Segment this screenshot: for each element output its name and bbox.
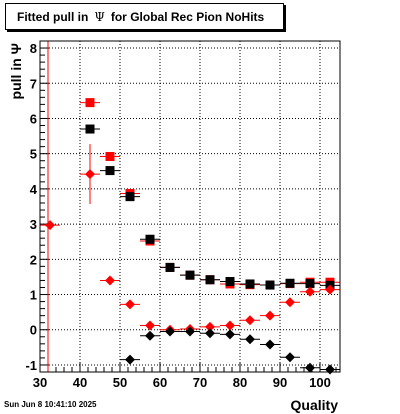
chart-title-prefix: Fitted pull in xyxy=(17,10,89,24)
x-tick-label: 100 xyxy=(309,375,331,390)
data-point-diamond xyxy=(105,275,115,286)
data-point-diamond xyxy=(305,362,315,373)
data-point-square xyxy=(285,278,295,288)
y-tick-label: 7 xyxy=(30,76,37,91)
data-point-square xyxy=(105,151,115,161)
plot-area xyxy=(40,41,340,372)
x-tick-label: 30 xyxy=(33,375,47,390)
data-point-square xyxy=(85,98,95,108)
data-point-square xyxy=(85,124,95,134)
y-tick-label: 2 xyxy=(30,252,37,267)
data-point-square xyxy=(185,270,195,280)
data-point-diamond xyxy=(265,339,275,350)
data-point-diamond xyxy=(325,284,335,295)
chart-title-suffix: for Global Rec Pion NoHits xyxy=(110,10,265,24)
x-axis-label: Quality xyxy=(291,397,339,413)
y-tick-label: 1 xyxy=(30,288,37,303)
data-point-square xyxy=(125,192,135,202)
y-tick-label: 3 xyxy=(30,217,37,232)
data-point-square xyxy=(305,279,315,289)
data-point-diamond xyxy=(285,297,295,308)
x-tick-label: 50 xyxy=(113,375,127,390)
data-point-diamond xyxy=(165,326,175,337)
data-point-diamond xyxy=(265,310,275,321)
y-axis-label: pull in Ψ xyxy=(8,43,24,99)
x-tick-label: 90 xyxy=(273,375,287,390)
data-point-diamond xyxy=(145,320,155,331)
data-point-diamond xyxy=(245,334,255,345)
chart-title-psi-symbol: Ψ xyxy=(94,10,105,24)
y-tick-label: 0 xyxy=(30,323,37,338)
x-tick-label: 40 xyxy=(73,375,87,390)
data-point-diamond xyxy=(205,328,215,339)
data-point-diamond xyxy=(225,320,235,331)
data-point-diamond xyxy=(125,299,135,310)
data-point-diamond xyxy=(185,326,195,337)
data-point-diamond xyxy=(285,352,295,363)
data-point-square xyxy=(205,275,215,285)
data-point-diamond xyxy=(145,330,155,341)
y-tick-label: 5 xyxy=(30,147,37,162)
data-point-diamond xyxy=(205,321,215,332)
data-point-square xyxy=(245,279,255,289)
plot-frame xyxy=(39,40,341,373)
y-tick-label: 6 xyxy=(30,111,37,126)
x-tick-label: 60 xyxy=(153,375,167,390)
data-point-diamond xyxy=(125,354,135,365)
data-point-square xyxy=(165,262,175,272)
data-point-square xyxy=(225,277,235,287)
y-tick-label: -1 xyxy=(25,358,37,373)
data-point-diamond xyxy=(85,169,95,180)
data-point-diamond xyxy=(245,315,255,326)
data-point-diamond xyxy=(305,286,315,297)
timestamp: Sun Jun 8 10:41:10 2025 xyxy=(4,400,97,409)
y-tick-label: 8 xyxy=(30,41,37,56)
data-point-diamond xyxy=(225,329,235,340)
x-tick-label: 70 xyxy=(193,375,207,390)
data-point-square xyxy=(145,234,155,244)
data-point-square xyxy=(105,166,115,176)
data-point-square xyxy=(265,280,275,290)
y-tick-label: 4 xyxy=(30,182,38,197)
x-tick-label: 80 xyxy=(233,375,247,390)
